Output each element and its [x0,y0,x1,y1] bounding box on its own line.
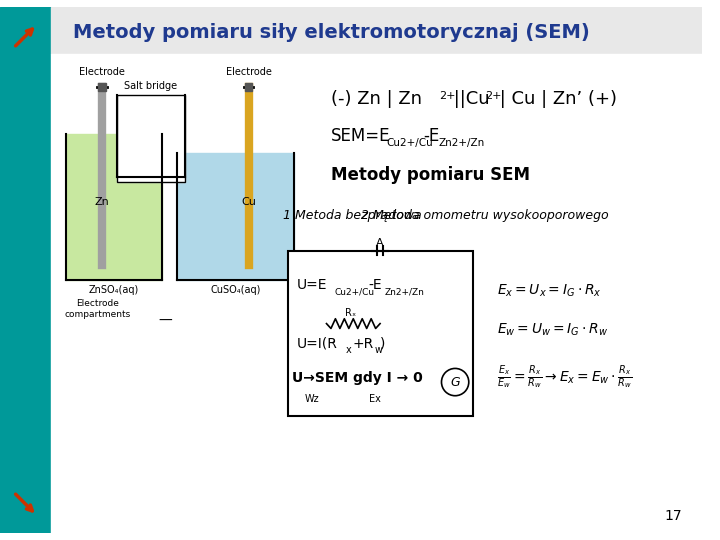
Text: Ex: Ex [369,394,381,403]
Text: Metody pomiaru siły elektromotorycznaj (SEM): Metody pomiaru siły elektromotorycznaj (… [73,23,590,42]
Text: $E_w = U_w = I_G \cdot R_w$: $E_w = U_w = I_G \cdot R_w$ [497,321,608,338]
Bar [99,83,107,91]
Text: Rₓ: Rₓ [345,308,356,318]
Text: 2 Metoda omometru wysokooporowego: 2 Metoda omometru wysokooporowego [361,210,608,222]
Bar [177,153,294,280]
Text: Electrode: Electrode [79,67,125,77]
Text: Zn2+/Zn: Zn2+/Zn [438,138,485,148]
Text: SEM=E: SEM=E [331,127,391,145]
Text: CuSO₄(aq): CuSO₄(aq) [211,286,261,295]
Circle shape [441,368,469,396]
Text: Metody pomiaru SEM: Metody pomiaru SEM [331,166,531,184]
Text: U=I(R: U=I(R [297,337,338,351]
Text: x: x [346,345,352,355]
Text: ||Cu: ||Cu [449,90,490,109]
Text: —: — [159,314,173,328]
Text: 2+: 2+ [439,91,456,102]
Text: Wz: Wz [305,394,319,403]
Text: U=E: U=E [297,279,328,293]
Bar [245,83,253,91]
Text: Cu2+/Cu: Cu2+/Cu [334,287,374,296]
Bar [287,251,472,416]
Text: (-) Zn | Zn: (-) Zn | Zn [331,90,423,109]
Text: ): ) [380,337,385,351]
Text: $\frac{E_x}{E_w} = \frac{R_x}{R_w} \rightarrow E_x = E_w \cdot \frac{R_x}{R_w}$: $\frac{E_x}{E_w} = \frac{R_x}{R_w} \righ… [497,364,633,392]
Text: Zn2+/Zn: Zn2+/Zn [385,287,425,296]
Text: +R: +R [353,337,374,351]
Text: A: A [377,238,384,248]
Text: Salt bridge: Salt bridge [125,80,178,91]
Bar [66,133,162,280]
Text: U→SEM gdy I → 0: U→SEM gdy I → 0 [292,371,423,385]
Text: Cu: Cu [241,197,256,207]
Text: Electrode: Electrode [225,67,271,77]
Bar [0,7,50,533]
Text: Zn: Zn [95,197,109,207]
Text: ZnSO₄(aq): ZnSO₄(aq) [89,286,139,295]
Text: G: G [450,376,460,389]
Bar [50,7,702,53]
Text: 1 Metoda bezprądowa: 1 Metoda bezprądowa [283,210,421,222]
Text: -E: -E [369,279,382,293]
Bar [117,94,185,183]
Text: -E: -E [423,127,439,145]
Text: 2+: 2+ [485,91,502,102]
Text: $E_x = U_x = I_G \cdot R_x$: $E_x = U_x = I_G \cdot R_x$ [497,282,602,299]
Text: 17: 17 [665,509,683,523]
Text: Electrode
compartments: Electrode compartments [64,299,130,319]
Text: | Cu | Zn’ (+): | Cu | Zn’ (+) [494,90,617,109]
Text: Cu2+/Cu: Cu2+/Cu [386,138,433,148]
Text: w: w [374,345,382,355]
Bar [117,94,185,183]
